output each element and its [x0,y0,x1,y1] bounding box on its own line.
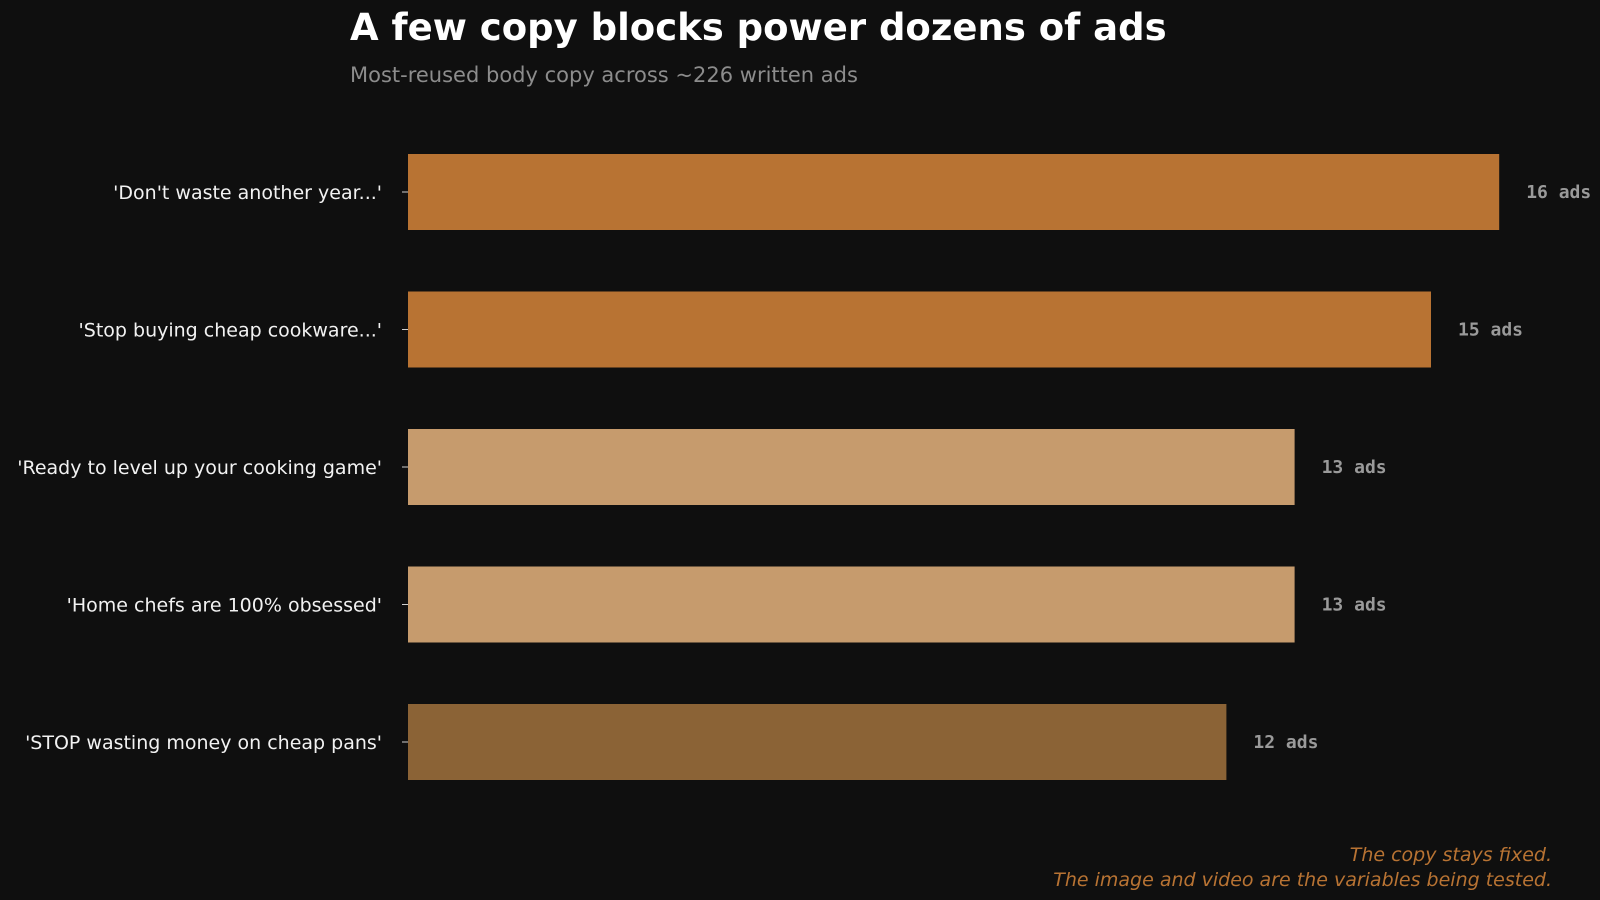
value-label: 12 ads [1253,732,1318,753]
value-label: 15 ads [1458,320,1523,341]
chart-title: A few copy blocks power dozens of ads [350,6,1167,49]
bars-layer: 'Don't waste another year...' 16 ads 'Stop… [17,154,1591,780]
annotation-line-1: The copy stays fixed. [1350,844,1552,866]
value-label: 16 ads [1526,182,1591,203]
bar [408,429,1295,505]
category-label: 'Don't waste another year...' [113,182,382,204]
bar [408,291,1431,368]
category-label: 'Ready to level up your cooking game' [17,457,382,479]
value-label: 13 ads [1322,595,1387,616]
chart-subtitle: Most-reused body copy across ~226 writte… [350,63,858,87]
category-label: 'Home chefs are 100% obsessed' [67,595,382,617]
value-label: 13 ads [1322,457,1387,478]
bar [408,566,1295,643]
bar [408,704,1227,780]
category-label: 'Stop buying cheap cookware...' [79,320,382,342]
bar [408,154,1500,230]
annotation-line-2: The image and video are the variables be… [1053,869,1552,891]
category-label: 'STOP wasting money on cheap pans' [25,732,382,754]
